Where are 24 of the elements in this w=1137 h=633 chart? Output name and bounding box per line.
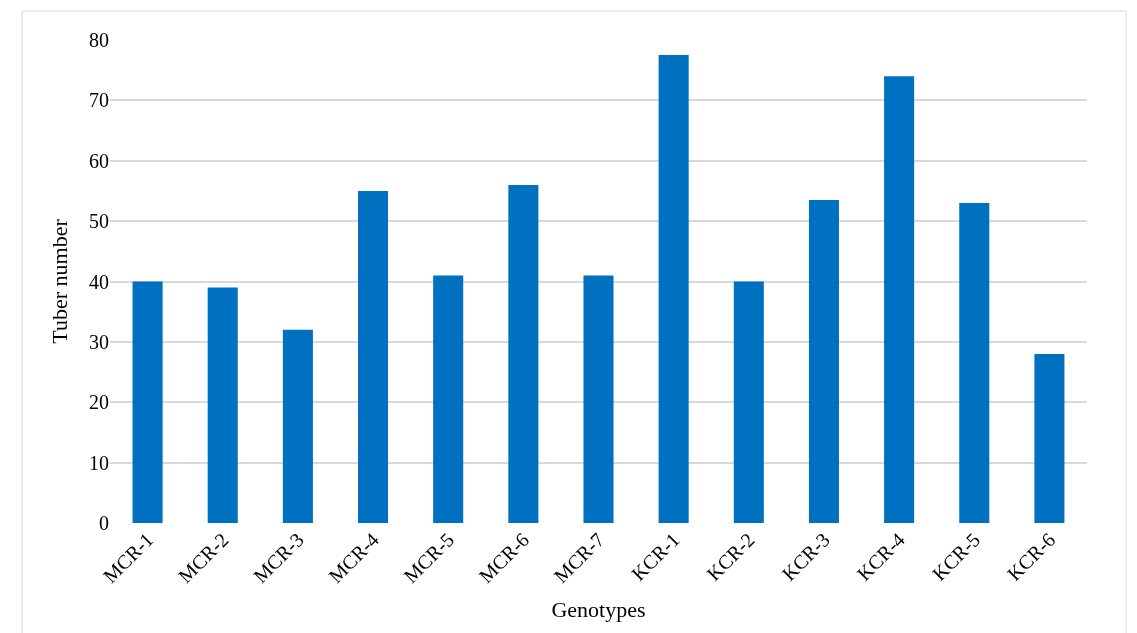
bar: [1034, 353, 1065, 523]
bar: [433, 275, 464, 523]
y-tick-label: 10: [89, 451, 109, 474]
bar: [808, 199, 839, 523]
y-tick-label: 0: [99, 512, 109, 534]
bar: [959, 203, 990, 523]
y-tick-label: 40: [89, 270, 109, 293]
bar: [658, 55, 689, 523]
y-tick-label: 50: [89, 210, 109, 233]
bar: [583, 275, 614, 523]
y-tick-label: 20: [89, 391, 109, 414]
bar: [207, 287, 238, 523]
y-tick-label: 30: [89, 330, 109, 353]
y-tick-label: 60: [89, 149, 109, 172]
y-tick-label: 70: [89, 89, 109, 112]
bar: [884, 76, 915, 523]
bar: [282, 329, 313, 523]
bar: [132, 281, 163, 523]
y-axis-title: Tuber number: [46, 218, 72, 344]
bar: [733, 281, 764, 523]
x-axis-title: Genotypes: [551, 597, 646, 623]
bar: [508, 184, 539, 523]
bar: [358, 190, 389, 523]
y-tick-label: 80: [89, 29, 109, 51]
